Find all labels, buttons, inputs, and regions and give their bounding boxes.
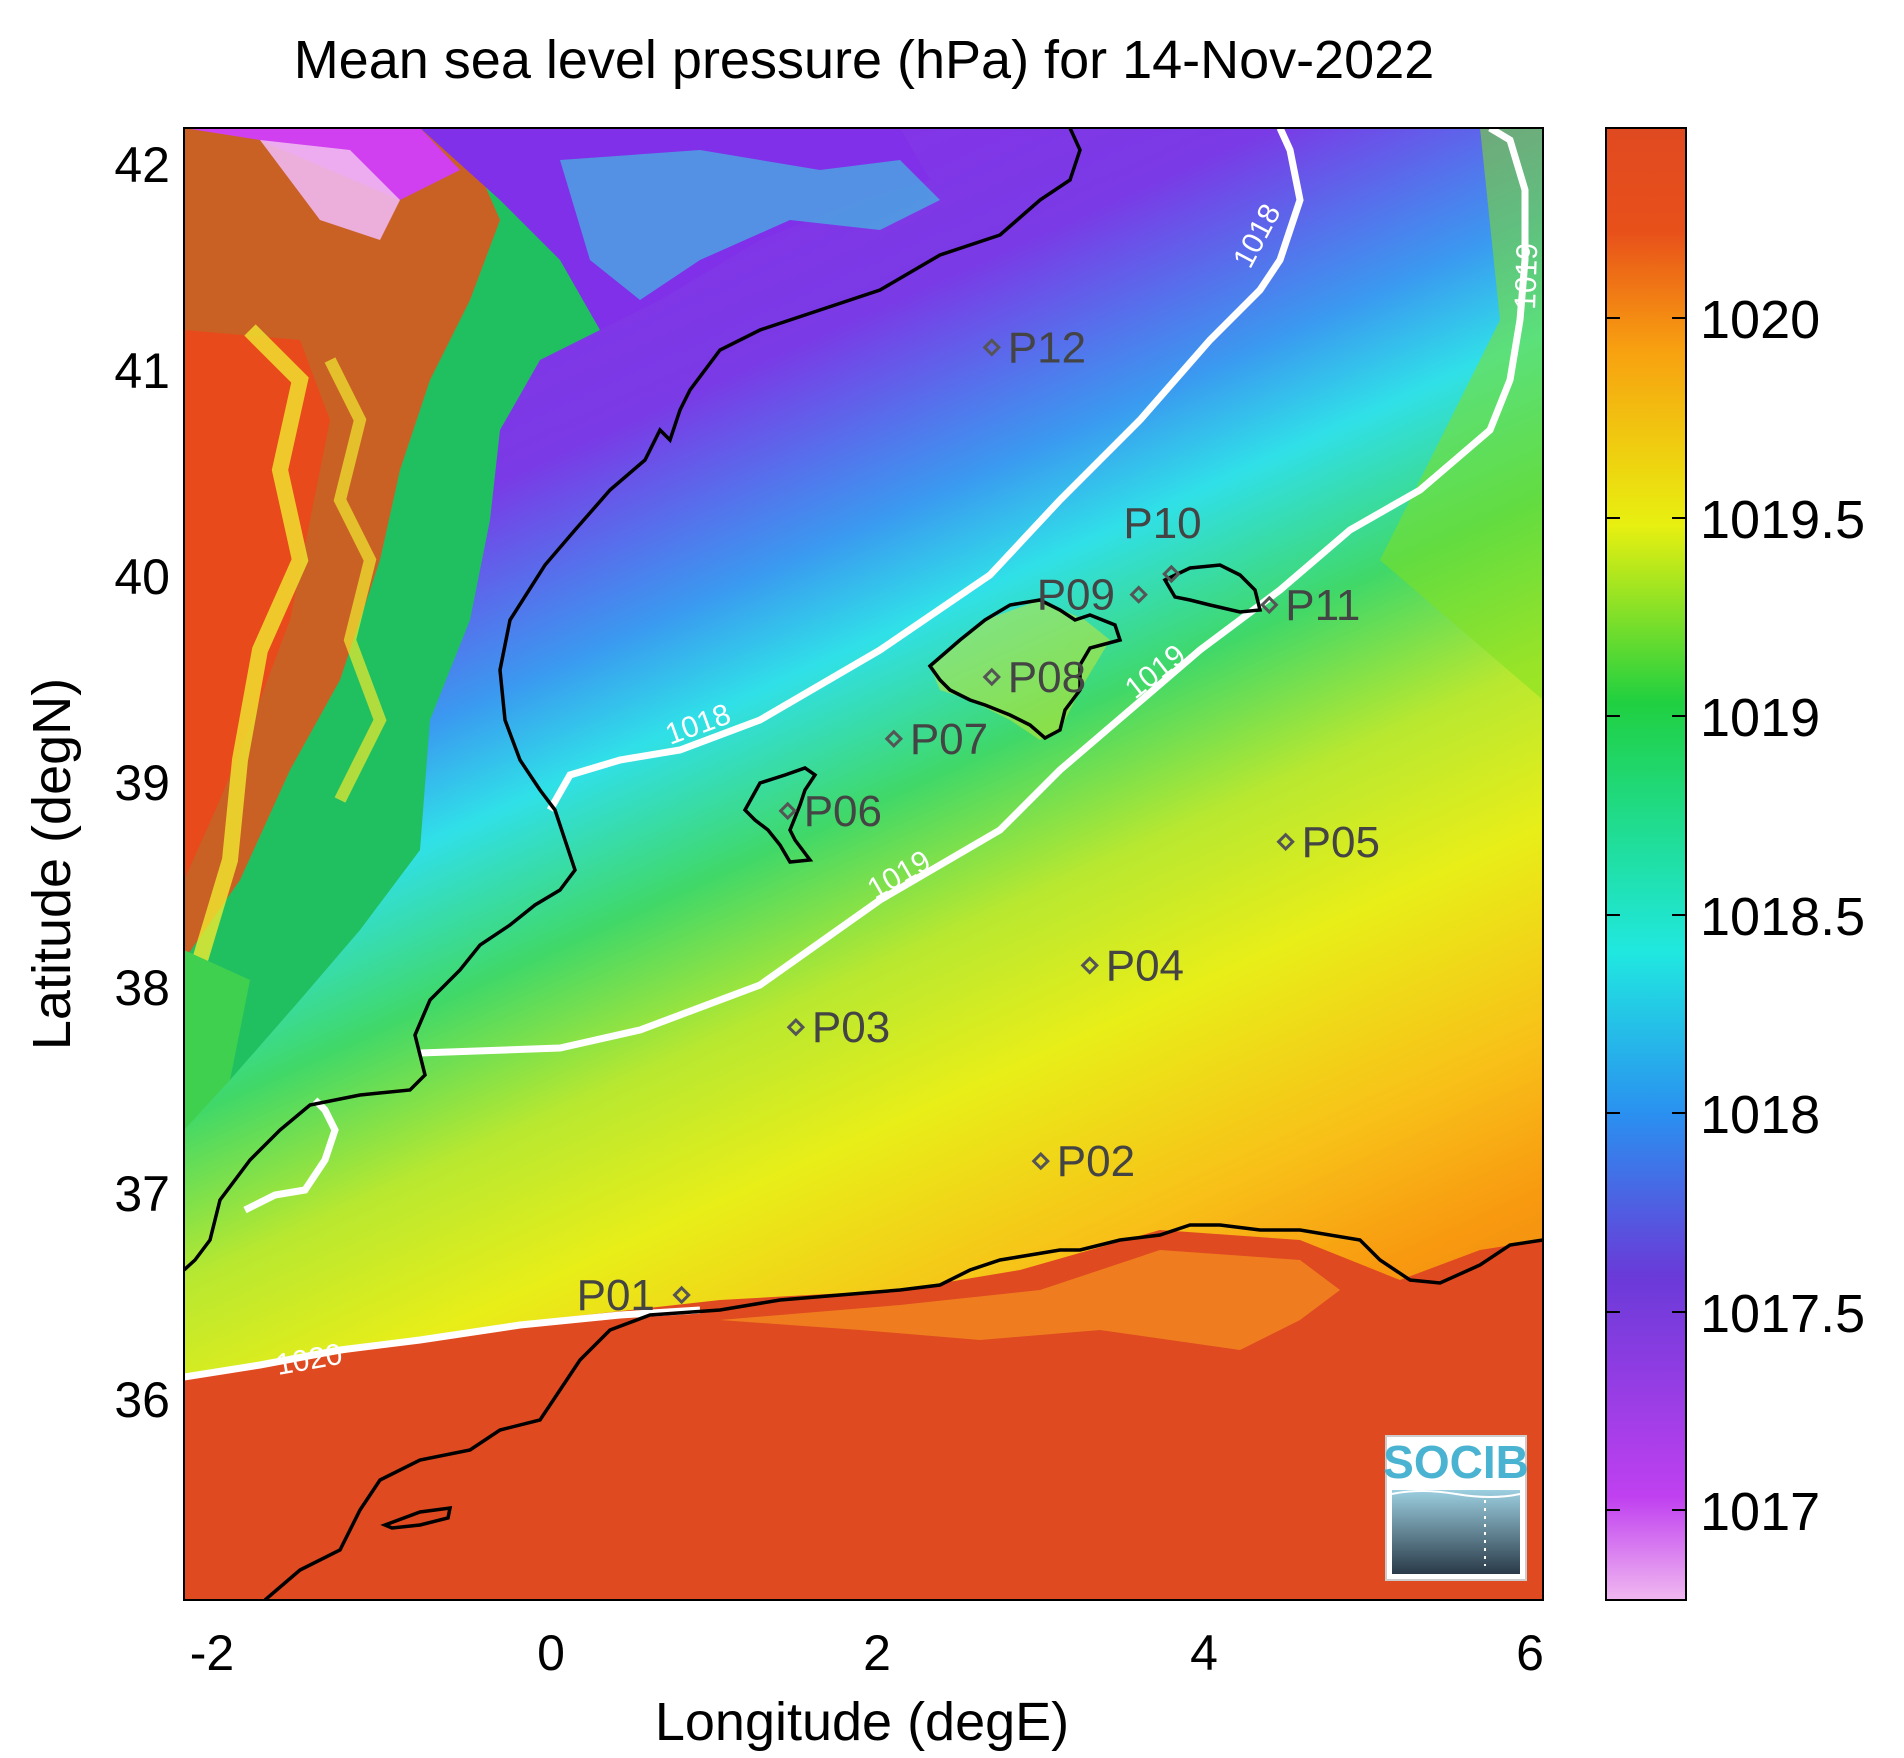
- y-tick-label: 37: [114, 1166, 170, 1222]
- station-marker: [672, 1285, 691, 1305]
- station-p07: P07: [884, 715, 988, 764]
- y-tick-label: 39: [114, 755, 170, 811]
- station-p10: P10: [1123, 499, 1202, 584]
- africa-coast: [263, 1223, 1543, 1600]
- station-p03: P03: [786, 1003, 890, 1052]
- ibiza-coast: [742, 766, 818, 864]
- y-tick-label: 41: [114, 343, 170, 399]
- station-p01: P01: [577, 1271, 691, 1320]
- colorbar-tick-label: 1018.5: [1700, 887, 1865, 947]
- contour-1018: [546, 128, 1304, 812]
- station-marker: [1162, 564, 1181, 584]
- y-tick-label: 42: [114, 137, 170, 193]
- station-marker: [1129, 585, 1148, 604]
- contour-1020: [184, 1306, 701, 1381]
- station-marker: [982, 338, 1001, 357]
- station-marker: [786, 1018, 806, 1037]
- station-label: P05: [1302, 818, 1380, 867]
- colorbar-tick-label: 1017.5: [1700, 1284, 1865, 1344]
- alboran-coast: [380, 1505, 453, 1530]
- station-p09: P09: [1037, 571, 1148, 620]
- station-label: P07: [910, 715, 988, 764]
- y-tick-label: 38: [114, 960, 170, 1016]
- station-label: P01: [577, 1271, 655, 1320]
- colorbar-tick-label: 1017: [1700, 1482, 1820, 1542]
- station-label: P03: [812, 1003, 890, 1052]
- station-marker: [1276, 832, 1295, 851]
- station-label: P10: [1123, 499, 1201, 548]
- colorbar-tick-label: 1019: [1700, 688, 1820, 748]
- station-marker: [884, 729, 904, 748]
- station-marker: [778, 801, 797, 821]
- x-tick-label: 2: [863, 1625, 891, 1681]
- x-tick-label: 0: [537, 1625, 565, 1681]
- station-p02: P02: [1031, 1137, 1135, 1186]
- station-label: P09: [1037, 571, 1115, 620]
- colorbar-tick-label: 1020: [1700, 290, 1820, 350]
- coastlines: [184, 128, 1543, 1600]
- station-p06: P06: [778, 787, 882, 836]
- colorbar-tick-label: 1019.5: [1700, 490, 1865, 550]
- station-p12: P12: [982, 323, 1086, 372]
- station-marker: [1080, 956, 1099, 975]
- station-p05: P05: [1276, 818, 1380, 867]
- station-marker: [1031, 1151, 1050, 1171]
- contour-1019-west: [243, 1097, 339, 1214]
- map-field: [184, 128, 1543, 1600]
- x-tick-label: 6: [1516, 1625, 1544, 1681]
- logo-text: SOCIB: [1383, 1436, 1529, 1488]
- colorbar-tick-label: 1018: [1700, 1085, 1820, 1145]
- menorca-coast: [1162, 563, 1263, 614]
- socib-logo: SOCIB: [1383, 1435, 1529, 1581]
- station-label: P11: [1285, 581, 1360, 630]
- plot-title: Mean sea level pressure (hPa) for 14-Nov…: [294, 30, 1435, 90]
- y-axis-ticks: 42 41 40 39 38 37 36: [114, 137, 170, 1428]
- colorbar-gradient: [1605, 127, 1687, 1601]
- colorbar: 1020 1019.5 1019 1018.5 1018 1017.5 1017: [1605, 127, 1865, 1601]
- station-label: P08: [1008, 653, 1086, 702]
- contours: [184, 128, 1529, 1381]
- x-tick-label: -2: [190, 1625, 234, 1681]
- y-axis-title: Latitude (degN): [22, 678, 82, 1050]
- x-axis-title: Longitude (degE): [655, 1692, 1069, 1752]
- x-tick-label: 4: [1190, 1625, 1218, 1681]
- y-tick-label: 40: [114, 549, 170, 605]
- station-marker: [1260, 595, 1279, 615]
- station-label: P04: [1106, 941, 1184, 990]
- station-label: P02: [1057, 1137, 1135, 1186]
- y-tick-label: 36: [114, 1372, 170, 1428]
- mallorca-coast: [927, 598, 1123, 741]
- station-p11: P11: [1260, 581, 1360, 630]
- contour-label-1019c: 1019: [1509, 242, 1544, 310]
- colorbar-tick-marks: [1606, 317, 1686, 1511]
- station-marker: [982, 667, 1001, 687]
- station-label: P12: [1008, 323, 1086, 372]
- station-p08: P08: [982, 653, 1086, 702]
- station-label: P06: [804, 787, 882, 836]
- x-axis-ticks: -2 0 2 4 6: [190, 1625, 1544, 1681]
- plot-frame: [183, 127, 1544, 1601]
- station-p04: P04: [1080, 941, 1184, 990]
- contour-1019: [419, 128, 1529, 1057]
- iberia-coast: [184, 128, 1082, 1272]
